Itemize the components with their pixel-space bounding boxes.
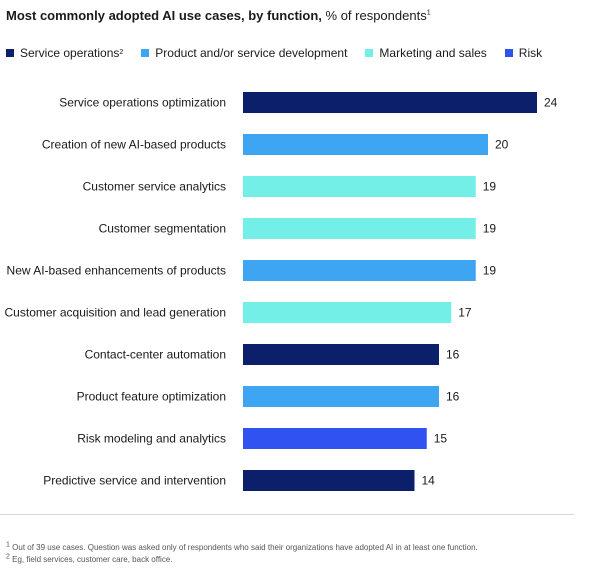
data-label: 24	[544, 96, 558, 110]
legend-item-risk: Risk	[504, 46, 543, 60]
bar	[243, 218, 476, 239]
bar	[243, 428, 427, 449]
bar	[243, 386, 439, 407]
category-label: Customer segmentation	[99, 222, 226, 236]
legend-label-product-development: Product and/or service development	[155, 46, 348, 60]
category-label: Contact-center automation	[85, 348, 226, 362]
legend-item-service-operations: Service operations 2	[6, 46, 123, 60]
bar	[243, 302, 452, 323]
legend-label-service-operations: Service operations	[20, 46, 120, 60]
data-label: 19	[483, 180, 497, 194]
chart-title-unit: % of respondents	[321, 8, 427, 23]
category-label: New AI-based enhancements of products	[7, 264, 226, 278]
footnote-divider	[0, 514, 574, 515]
legend-swatch-service-operations	[6, 49, 14, 57]
category-label: Service operations optimization	[59, 96, 226, 110]
data-label: 19	[483, 222, 497, 236]
bar	[243, 260, 476, 281]
category-label: Predictive service and intervention	[43, 474, 226, 488]
legend-item-product-development: Product and/or service development	[141, 46, 347, 60]
legend-label-risk: Risk	[518, 46, 543, 60]
footnote-2-text: Eg, field services, customer care, back …	[12, 555, 173, 564]
bar	[243, 176, 476, 197]
footnote-2-mark: 2	[6, 553, 10, 561]
chart-title-bold: Most commonly adopted AI use cases, by f…	[6, 8, 322, 23]
chart-title-footnote-mark: 1	[426, 9, 431, 17]
chart-title: Most commonly adopted AI use cases, by f…	[6, 8, 431, 23]
category-label: Risk modeling and analytics	[77, 432, 226, 446]
category-label: Creation of new AI-based products	[42, 138, 226, 152]
data-label: 16	[446, 348, 460, 362]
footnote-1-text: Out of 39 use cases. Question was asked …	[12, 543, 478, 552]
bar	[243, 470, 415, 491]
footnote-1-mark: 1	[6, 541, 10, 549]
footnote-1: 1 Out of 39 use cases. Question was aske…	[6, 541, 478, 552]
chart-legend: Service operations 2 Product and/or servi…	[6, 46, 560, 60]
data-label: 15	[434, 432, 448, 446]
data-label: 17	[458, 306, 472, 320]
data-label: 20	[495, 138, 509, 152]
category-label: Customer service analytics	[83, 180, 226, 194]
category-label: Customer acquisition and lead generation	[5, 306, 226, 320]
bar	[243, 134, 488, 155]
legend-swatch-product-development	[141, 49, 150, 57]
data-label: 16	[446, 390, 460, 404]
data-label: 14	[422, 474, 436, 488]
bar	[243, 92, 537, 113]
footnote-2: 2 Eg, field services, customer care, bac…	[6, 553, 173, 564]
bar	[243, 344, 439, 365]
data-label: 19	[483, 264, 497, 278]
legend-swatch-risk	[504, 49, 513, 57]
category-label: Product feature optimization	[77, 390, 226, 404]
legend-item-marketing-sales: Marketing and sales	[365, 46, 487, 60]
legend-swatch-marketing-sales	[365, 49, 374, 57]
legend-label-marketing-sales: Marketing and sales	[379, 46, 487, 60]
